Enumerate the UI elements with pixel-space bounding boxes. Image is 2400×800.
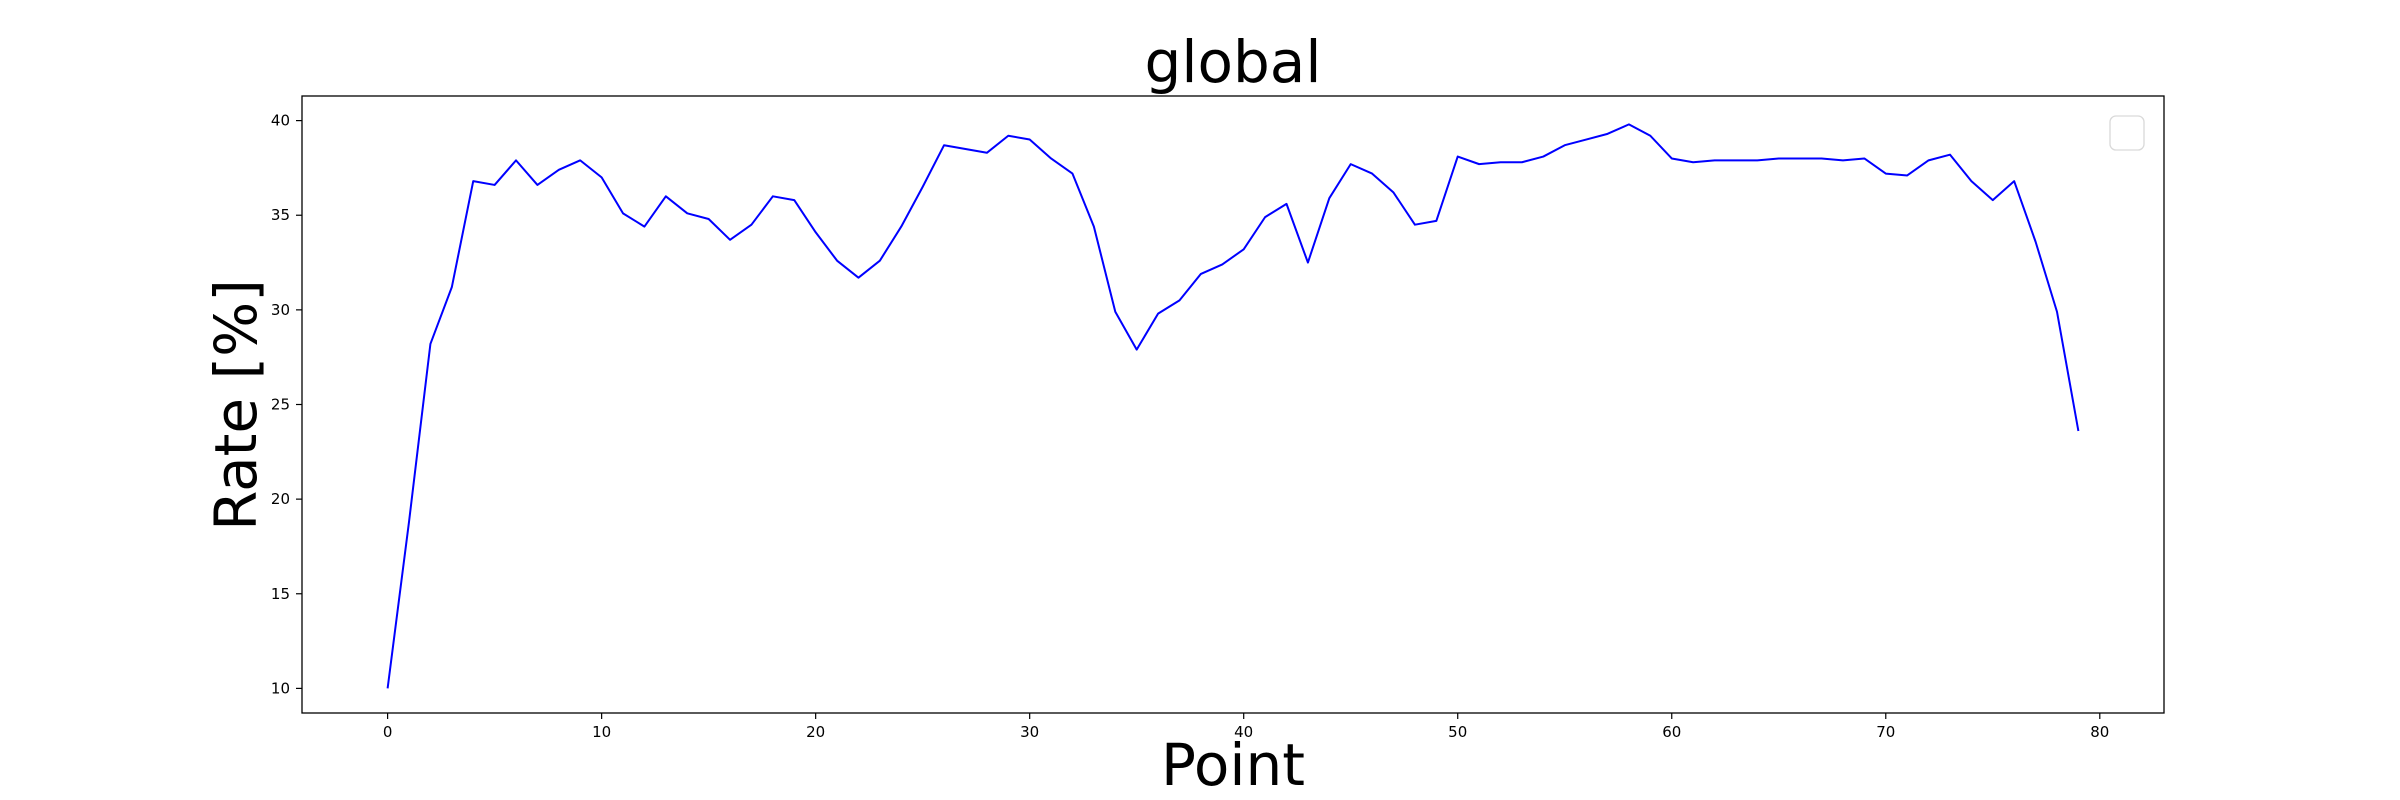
x-tick-label: 30	[1020, 723, 1039, 741]
y-axis-ticks: 10 15 20 25 30 35 40	[271, 112, 302, 697]
x-axis-ticks: 0 10 20 30 40 50 60 70 80	[383, 713, 2109, 741]
plot-area	[301, 95, 2165, 714]
x-tick-label: 0	[383, 723, 393, 741]
y-tick-label: 40	[271, 112, 290, 130]
x-tick-label: 60	[1662, 723, 1681, 741]
x-tick-label: 80	[2090, 723, 2109, 741]
y-tick-label: 20	[271, 490, 290, 508]
x-axis-label: Point	[1161, 731, 1305, 799]
y-tick-label: 35	[271, 206, 290, 224]
y-tick-label: 10	[271, 679, 290, 697]
chart-title: global	[1145, 28, 1322, 96]
x-tick-label: 70	[1876, 723, 1895, 741]
y-tick-label: 25	[271, 396, 290, 414]
x-tick-label: 50	[1448, 723, 1467, 741]
x-tick-label: 20	[806, 723, 825, 741]
x-tick-label: 10	[592, 723, 611, 741]
y-tick-label: 15	[271, 585, 290, 603]
series-line	[386, 123, 2080, 689]
legend-box	[2109, 115, 2145, 151]
x-tick-label: 40	[1234, 723, 1253, 741]
y-axis-label: Rate [%]	[202, 279, 270, 531]
y-tick-label: 30	[271, 301, 290, 319]
